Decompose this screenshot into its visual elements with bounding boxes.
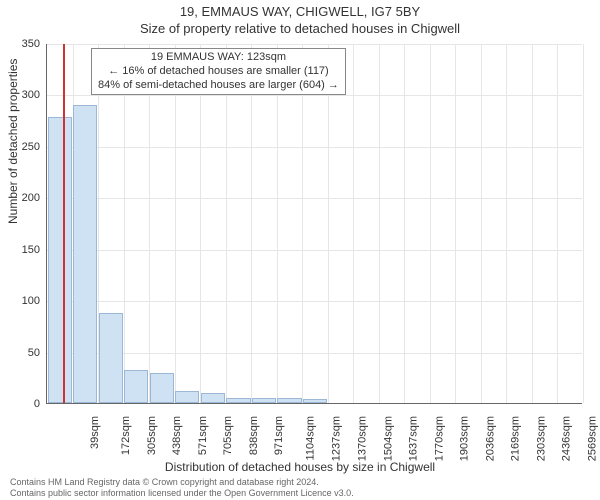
x-tick-label: 1504sqm (382, 416, 394, 461)
gridline-horizontal (47, 250, 582, 251)
reference-line (63, 44, 65, 403)
footer-line1: Contains HM Land Registry data © Crown c… (10, 477, 354, 487)
y-tick-label: 0 (0, 398, 40, 410)
gridline-vertical (277, 44, 278, 403)
gridline-vertical (455, 44, 456, 403)
y-tick-label: 350 (0, 38, 40, 50)
gridline-horizontal (47, 198, 582, 199)
gridline-vertical (200, 44, 201, 403)
histogram-bar (226, 398, 250, 403)
gridline-vertical (430, 44, 431, 403)
x-tick-label: 2569sqm (586, 416, 598, 461)
y-tick-label: 150 (0, 244, 40, 256)
x-tick-label: 705sqm (223, 416, 235, 455)
x-tick-label: 971sqm (274, 416, 286, 455)
histogram-bar (99, 313, 123, 404)
gridline-vertical (302, 44, 303, 403)
histogram-bar (277, 398, 301, 403)
x-tick-label: 1770sqm (433, 416, 445, 461)
gridline-vertical (532, 44, 533, 403)
y-tick-label: 250 (0, 141, 40, 153)
y-tick-label: 50 (0, 347, 40, 359)
info-box-line: 19 EMMAUS WAY: 123sqm (98, 51, 339, 65)
gridline-vertical (353, 44, 354, 403)
x-tick-label: 2436sqm (560, 416, 572, 461)
x-tick-label: 1370sqm (356, 416, 368, 461)
page-title: 19, EMMAUS WAY, CHIGWELL, IG7 5BY (0, 4, 600, 21)
gridline-vertical (124, 44, 125, 403)
x-tick-label: 571sqm (197, 416, 209, 455)
gridline-horizontal (47, 44, 582, 45)
histogram-bar (303, 399, 327, 403)
x-tick-label: 1903sqm (458, 416, 470, 461)
page-subtitle: Size of property relative to detached ho… (0, 21, 600, 38)
gridline-horizontal (47, 353, 582, 354)
gridline-vertical (379, 44, 380, 403)
footer-attribution: Contains HM Land Registry data © Crown c… (10, 477, 354, 498)
gridline-vertical (583, 44, 584, 403)
info-box-line: 84% of semi-detached houses are larger (… (98, 79, 339, 93)
x-tick-label: 1104sqm (304, 416, 316, 460)
x-tick-label: 1637sqm (407, 416, 419, 461)
gridline-horizontal (47, 147, 582, 148)
gridline-horizontal (47, 301, 582, 302)
x-tick-label: 2169sqm (509, 416, 521, 461)
histogram-bar (150, 373, 174, 403)
info-box-line: ← 16% of detached houses are smaller (11… (98, 65, 339, 79)
x-axis-label: Distribution of detached houses by size … (0, 460, 600, 474)
x-tick-label: 305sqm (146, 416, 158, 455)
gridline-vertical (506, 44, 507, 403)
chart-plot-area: 19 EMMAUS WAY: 123sqm← 16% of detached h… (46, 44, 582, 404)
gridline-vertical (226, 44, 227, 403)
y-tick-label: 300 (0, 89, 40, 101)
gridline-vertical (251, 44, 252, 403)
info-box: 19 EMMAUS WAY: 123sqm← 16% of detached h… (91, 48, 346, 95)
x-tick-label: 1237sqm (331, 416, 343, 461)
x-tick-label: 39sqm (89, 416, 101, 449)
footer-line2: Contains public sector information licen… (10, 488, 354, 498)
gridline-horizontal (47, 95, 582, 96)
x-tick-label: 438sqm (171, 416, 183, 455)
gridline-vertical (149, 44, 150, 403)
gridline-vertical (175, 44, 176, 403)
histogram-bar (124, 370, 148, 403)
y-tick-label: 100 (0, 295, 40, 307)
histogram-bar (201, 393, 225, 403)
gridline-vertical (481, 44, 482, 403)
x-tick-label: 2036sqm (484, 416, 496, 461)
x-tick-label: 838sqm (248, 416, 260, 455)
gridline-vertical (328, 44, 329, 403)
x-tick-label: 172sqm (120, 416, 132, 455)
histogram-bar (73, 105, 97, 403)
gridline-vertical (404, 44, 405, 403)
x-tick-label: 2303sqm (535, 416, 547, 461)
gridline-vertical (557, 44, 558, 403)
y-tick-label: 200 (0, 192, 40, 204)
histogram-bar (48, 117, 72, 403)
histogram-bar (252, 398, 276, 403)
histogram-bar (175, 391, 199, 403)
